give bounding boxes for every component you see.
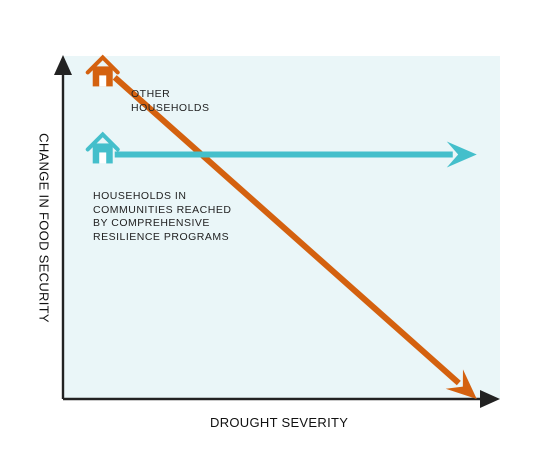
series-label-resilience-households: HOUSEHOLDS IN COMMUNITIES REACHED BY COM…	[93, 190, 232, 243]
series-label-other-households: OTHER HOUSEHOLDS	[131, 88, 210, 114]
house-door	[99, 152, 107, 164]
house-door	[99, 75, 107, 87]
house-icon	[85, 54, 120, 87]
axes	[54, 55, 500, 408]
icon-layer	[85, 54, 120, 164]
series-arrowhead-1	[446, 141, 477, 168]
y-axis-label: CHANGE IN FOOD SECURITY	[36, 133, 52, 323]
series-arrowhead-0	[445, 369, 477, 399]
series-line-0	[112, 75, 461, 386]
series-layer	[112, 75, 477, 399]
x-axis-label: DROUGHT SEVERITY	[210, 415, 349, 430]
x-axis-arrow-icon	[480, 390, 500, 408]
house-icon	[85, 131, 120, 164]
y-axis-arrow-icon	[54, 55, 72, 75]
